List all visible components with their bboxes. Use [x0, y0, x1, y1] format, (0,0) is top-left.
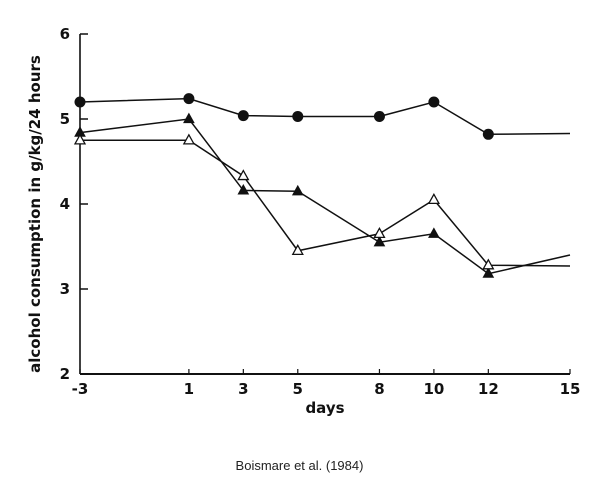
x-tick-label: 5: [293, 380, 303, 398]
data-point: [73, 133, 87, 145]
data-point: [183, 112, 195, 124]
data-point: [428, 227, 440, 238]
data-point: [482, 128, 494, 140]
data-point: [291, 184, 304, 196]
x-tick-label: -3: [72, 380, 89, 398]
x-tick-label: 12: [478, 380, 499, 398]
chart-axes: [79, 34, 570, 375]
data-point: [373, 110, 385, 122]
data-point: [373, 227, 386, 239]
data-point: [427, 193, 440, 205]
data-point: [74, 96, 86, 108]
figure-caption: Boismare et al. (1984): [235, 458, 364, 473]
data-point: [237, 169, 250, 181]
x-tick-label: 15: [560, 380, 581, 398]
data-point: [237, 110, 249, 122]
data-point: [428, 96, 440, 108]
y-tick-label: 5: [60, 110, 70, 128]
series-line: [79, 118, 571, 275]
x-tick-label: 8: [374, 380, 384, 398]
y-tick-label: 2: [60, 365, 70, 383]
series-2: [73, 133, 571, 270]
chart-series: [73, 93, 571, 278]
data-point: [482, 267, 495, 278]
series-1: [74, 112, 571, 278]
series-0: [74, 93, 571, 140]
data-point: [182, 133, 195, 145]
data-point: [237, 183, 250, 195]
data-point: [291, 244, 304, 256]
chart-ticks: 2 3 4 5 6 -3 1 3 5 8 10 12 15: [60, 25, 581, 398]
data-point: [292, 110, 304, 122]
series-line: [79, 97, 571, 136]
y-axis-label: alcohol consumption in g/kg/24 hours: [26, 55, 44, 373]
y-tick-label: 3: [60, 280, 70, 298]
data-point: [183, 93, 195, 105]
y-tick-label: 6: [60, 25, 70, 43]
x-tick-label: 10: [423, 380, 444, 398]
data-point: [373, 235, 386, 247]
series-line: [80, 139, 571, 267]
y-tick-label: 4: [60, 195, 70, 213]
data-point: [482, 258, 495, 270]
x-tick-label: 3: [238, 380, 248, 398]
x-tick-label: 1: [184, 380, 194, 398]
x-axis-label: days: [305, 399, 344, 417]
